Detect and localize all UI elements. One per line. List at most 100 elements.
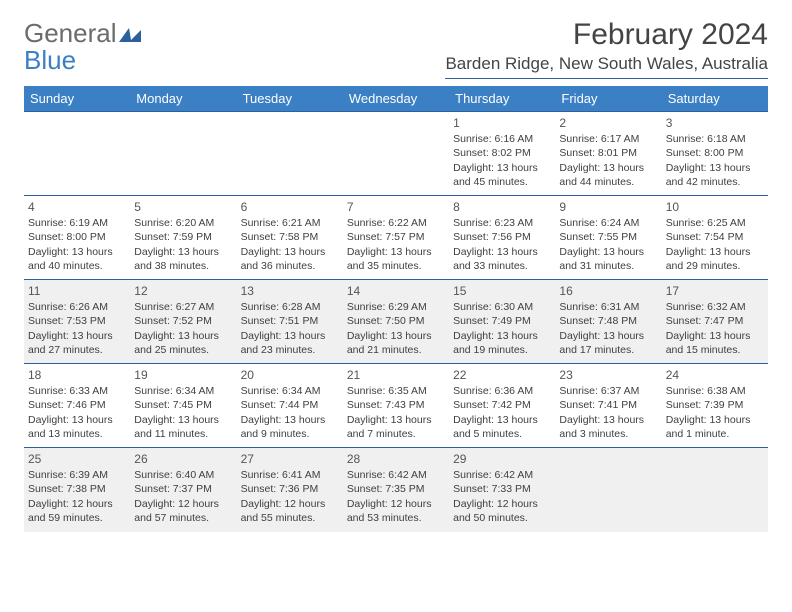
day-number: 29: [453, 451, 551, 467]
sunset-line: Sunset: 8:01 PM: [559, 146, 657, 160]
sunrise-line: Sunrise: 6:29 AM: [347, 300, 445, 314]
sunset-line: Sunset: 7:47 PM: [666, 314, 764, 328]
sunset-line: Sunset: 7:33 PM: [453, 482, 551, 496]
daylight-line: Daylight: 13 hours and 15 minutes.: [666, 329, 764, 357]
sunset-line: Sunset: 7:38 PM: [28, 482, 126, 496]
sunset-line: Sunset: 7:35 PM: [347, 482, 445, 496]
calendar-day-cell: 28Sunrise: 6:42 AMSunset: 7:35 PMDayligh…: [343, 448, 449, 532]
weekday-header: Wednesday: [343, 86, 449, 112]
day-number: 8: [453, 199, 551, 215]
calendar-day-cell: 18Sunrise: 6:33 AMSunset: 7:46 PMDayligh…: [24, 364, 130, 448]
sunset-line: Sunset: 7:55 PM: [559, 230, 657, 244]
daylight-line: Daylight: 12 hours and 59 minutes.: [28, 497, 126, 525]
day-number: 16: [559, 283, 657, 299]
daylight-line: Daylight: 13 hours and 36 minutes.: [241, 245, 339, 273]
sunset-line: Sunset: 7:46 PM: [28, 398, 126, 412]
day-number: 1: [453, 115, 551, 131]
title-block: February 2024 Barden Ridge, New South Wa…: [445, 18, 768, 79]
day-number: 25: [28, 451, 126, 467]
daylight-line: Daylight: 13 hours and 45 minutes.: [453, 161, 551, 189]
sunrise-line: Sunrise: 6:33 AM: [28, 384, 126, 398]
calendar-day-cell: 6Sunrise: 6:21 AMSunset: 7:58 PMDaylight…: [237, 196, 343, 280]
weekday-header: Monday: [130, 86, 236, 112]
sunrise-line: Sunrise: 6:20 AM: [134, 216, 232, 230]
daylight-line: Daylight: 13 hours and 33 minutes.: [453, 245, 551, 273]
sunset-line: Sunset: 7:50 PM: [347, 314, 445, 328]
sunset-line: Sunset: 7:39 PM: [666, 398, 764, 412]
calendar-day-cell: 12Sunrise: 6:27 AMSunset: 7:52 PMDayligh…: [130, 280, 236, 364]
daylight-line: Daylight: 13 hours and 3 minutes.: [559, 413, 657, 441]
calendar-day-cell: 25Sunrise: 6:39 AMSunset: 7:38 PMDayligh…: [24, 448, 130, 532]
calendar-empty-cell: [130, 112, 236, 196]
calendar-week-row: 1Sunrise: 6:16 AMSunset: 8:02 PMDaylight…: [24, 112, 768, 196]
sunset-line: Sunset: 8:02 PM: [453, 146, 551, 160]
calendar-day-cell: 22Sunrise: 6:36 AMSunset: 7:42 PMDayligh…: [449, 364, 555, 448]
sunrise-line: Sunrise: 6:40 AM: [134, 468, 232, 482]
day-number: 14: [347, 283, 445, 299]
calendar-header-row: SundayMondayTuesdayWednesdayThursdayFrid…: [24, 86, 768, 112]
sunrise-line: Sunrise: 6:21 AM: [241, 216, 339, 230]
calendar-day-cell: 26Sunrise: 6:40 AMSunset: 7:37 PMDayligh…: [130, 448, 236, 532]
calendar-day-cell: 24Sunrise: 6:38 AMSunset: 7:39 PMDayligh…: [662, 364, 768, 448]
sunrise-line: Sunrise: 6:42 AM: [347, 468, 445, 482]
sunrise-line: Sunrise: 6:25 AM: [666, 216, 764, 230]
sunrise-line: Sunrise: 6:16 AM: [453, 132, 551, 146]
sunset-line: Sunset: 7:48 PM: [559, 314, 657, 328]
sunset-line: Sunset: 8:00 PM: [666, 146, 764, 160]
sunrise-line: Sunrise: 6:30 AM: [453, 300, 551, 314]
weekday-header: Saturday: [662, 86, 768, 112]
weekday-header: Sunday: [24, 86, 130, 112]
sunset-line: Sunset: 7:53 PM: [28, 314, 126, 328]
sunrise-line: Sunrise: 6:18 AM: [666, 132, 764, 146]
sunset-line: Sunset: 7:37 PM: [134, 482, 232, 496]
day-number: 23: [559, 367, 657, 383]
day-number: 17: [666, 283, 764, 299]
location-subtitle: Barden Ridge, New South Wales, Australia: [445, 54, 768, 79]
sunrise-line: Sunrise: 6:36 AM: [453, 384, 551, 398]
sunrise-line: Sunrise: 6:42 AM: [453, 468, 551, 482]
day-number: 12: [134, 283, 232, 299]
page-title: February 2024: [445, 18, 768, 52]
sunrise-line: Sunrise: 6:31 AM: [559, 300, 657, 314]
calendar-week-row: 4Sunrise: 6:19 AMSunset: 8:00 PMDaylight…: [24, 196, 768, 280]
calendar-day-cell: 16Sunrise: 6:31 AMSunset: 7:48 PMDayligh…: [555, 280, 661, 364]
calendar-day-cell: 2Sunrise: 6:17 AMSunset: 8:01 PMDaylight…: [555, 112, 661, 196]
sunset-line: Sunset: 7:36 PM: [241, 482, 339, 496]
day-number: 26: [134, 451, 232, 467]
daylight-line: Daylight: 12 hours and 57 minutes.: [134, 497, 232, 525]
day-number: 13: [241, 283, 339, 299]
calendar-day-cell: 20Sunrise: 6:34 AMSunset: 7:44 PMDayligh…: [237, 364, 343, 448]
calendar-week-row: 25Sunrise: 6:39 AMSunset: 7:38 PMDayligh…: [24, 448, 768, 532]
sunset-line: Sunset: 8:00 PM: [28, 230, 126, 244]
daylight-line: Daylight: 13 hours and 9 minutes.: [241, 413, 339, 441]
daylight-line: Daylight: 13 hours and 42 minutes.: [666, 161, 764, 189]
day-number: 28: [347, 451, 445, 467]
weekday-header: Thursday: [449, 86, 555, 112]
day-number: 22: [453, 367, 551, 383]
calendar-day-cell: 11Sunrise: 6:26 AMSunset: 7:53 PMDayligh…: [24, 280, 130, 364]
daylight-line: Daylight: 13 hours and 25 minutes.: [134, 329, 232, 357]
calendar-week-row: 18Sunrise: 6:33 AMSunset: 7:46 PMDayligh…: [24, 364, 768, 448]
sunset-line: Sunset: 7:56 PM: [453, 230, 551, 244]
calendar-day-cell: 7Sunrise: 6:22 AMSunset: 7:57 PMDaylight…: [343, 196, 449, 280]
calendar-empty-cell: [662, 448, 768, 532]
sunrise-line: Sunrise: 6:32 AM: [666, 300, 764, 314]
sunset-line: Sunset: 7:54 PM: [666, 230, 764, 244]
sunset-line: Sunset: 7:42 PM: [453, 398, 551, 412]
sunrise-line: Sunrise: 6:38 AM: [666, 384, 764, 398]
day-number: 3: [666, 115, 764, 131]
sunrise-line: Sunrise: 6:17 AM: [559, 132, 657, 146]
day-number: 7: [347, 199, 445, 215]
calendar-day-cell: 4Sunrise: 6:19 AMSunset: 8:00 PMDaylight…: [24, 196, 130, 280]
sunrise-line: Sunrise: 6:22 AM: [347, 216, 445, 230]
day-number: 9: [559, 199, 657, 215]
sunrise-line: Sunrise: 6:34 AM: [134, 384, 232, 398]
calendar-day-cell: 23Sunrise: 6:37 AMSunset: 7:41 PMDayligh…: [555, 364, 661, 448]
sunrise-line: Sunrise: 6:37 AM: [559, 384, 657, 398]
calendar-empty-cell: [555, 448, 661, 532]
daylight-line: Daylight: 13 hours and 5 minutes.: [453, 413, 551, 441]
daylight-line: Daylight: 13 hours and 27 minutes.: [28, 329, 126, 357]
weekday-header: Friday: [555, 86, 661, 112]
day-number: 19: [134, 367, 232, 383]
sunset-line: Sunset: 7:52 PM: [134, 314, 232, 328]
